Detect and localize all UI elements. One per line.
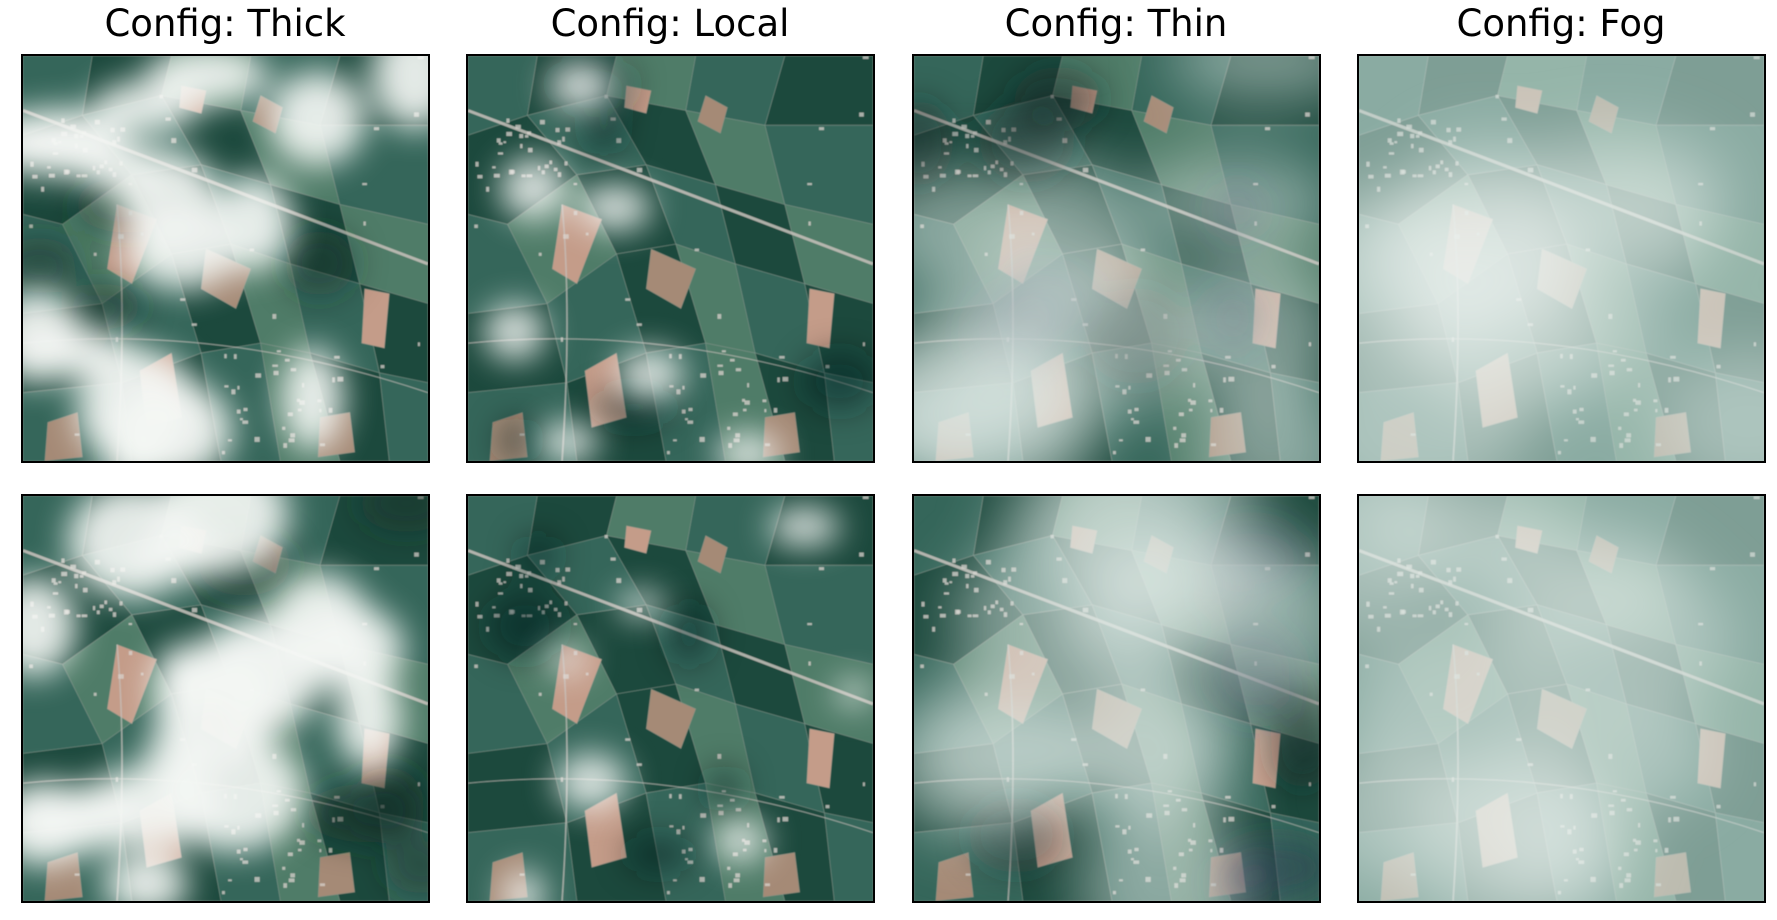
col-title-thick: Config: Thick	[20, 2, 430, 46]
panel-thick-row2	[21, 494, 430, 903]
col-title-local: Config: Local	[465, 2, 875, 46]
panel-fog-row1	[1357, 54, 1766, 463]
panel-local-row2	[466, 494, 875, 903]
panel-thin-row1	[912, 54, 1321, 463]
col-title-thin: Config: Thin	[911, 2, 1321, 46]
panel-thick-row1	[21, 54, 430, 463]
panel-fog-row2	[1357, 494, 1766, 903]
col-title-fog: Config: Fog	[1356, 2, 1766, 46]
panel-local-row1	[466, 54, 875, 463]
panel-thin-row2	[912, 494, 1321, 903]
